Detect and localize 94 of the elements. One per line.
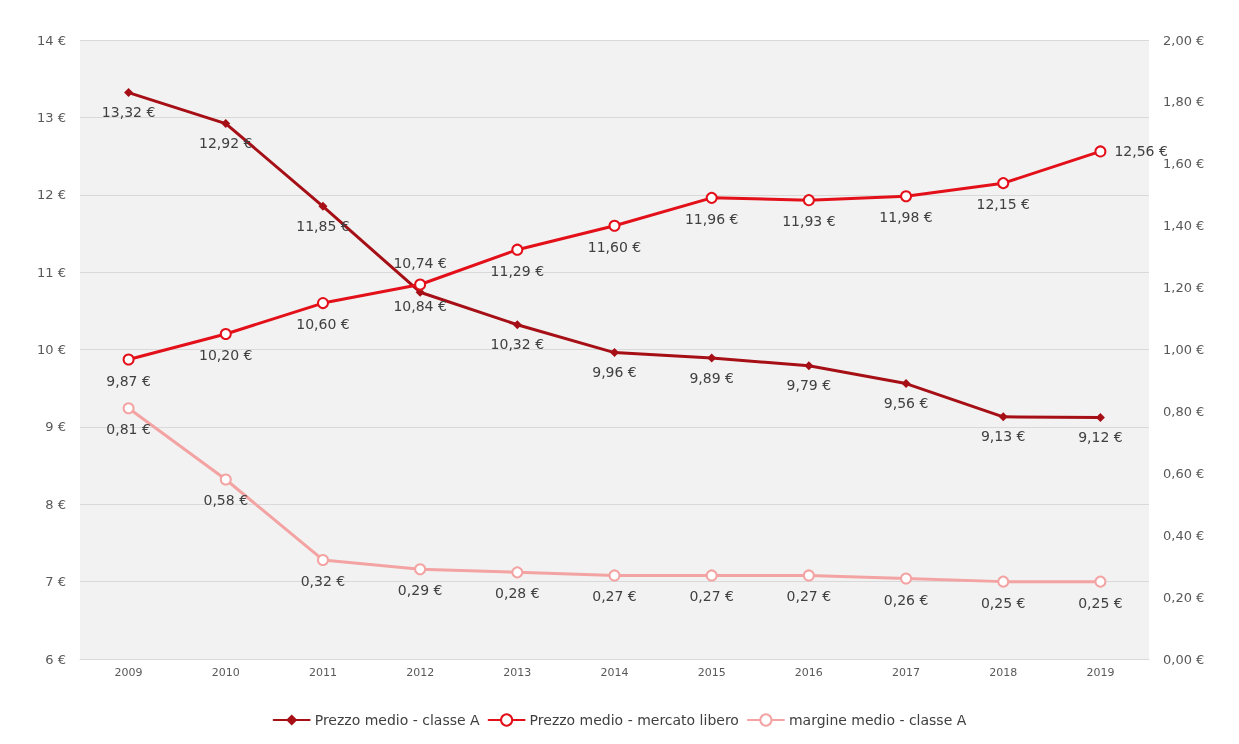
y2-tick-label: 0,00 € xyxy=(1163,651,1205,667)
point xyxy=(901,379,911,389)
point xyxy=(511,566,524,579)
data-label: 9,79 € xyxy=(786,377,832,394)
data-label: 11,60 € xyxy=(587,238,642,255)
point xyxy=(997,575,1010,588)
point xyxy=(414,563,427,576)
y-tick-label: 8 € xyxy=(45,496,66,512)
data-label: 9,12 € xyxy=(1078,429,1123,446)
point xyxy=(1094,145,1107,158)
point xyxy=(219,473,232,486)
data-label: 10,60 € xyxy=(296,316,350,333)
y-tick-label: 12 € xyxy=(37,187,66,203)
point xyxy=(511,243,524,256)
x-tick-label: 2015 xyxy=(697,666,726,679)
data-label: 13,32 € xyxy=(101,104,156,121)
point xyxy=(414,278,427,291)
y2-tick-label: 2,00 € xyxy=(1163,32,1205,48)
data-label: 11,93 € xyxy=(782,213,836,230)
data-label: 0,81 € xyxy=(106,421,151,438)
point xyxy=(122,353,135,366)
point xyxy=(219,328,232,341)
point xyxy=(122,402,135,415)
y2-tick-label: 1,00 € xyxy=(1163,342,1205,357)
point xyxy=(610,348,619,358)
data-label: 10,20 € xyxy=(199,347,253,364)
y-tick-label: 6 € xyxy=(45,651,66,667)
data-label: 10,32 € xyxy=(490,336,545,353)
x-tick-label: 2009 xyxy=(114,666,143,679)
data-label: 9,89 € xyxy=(689,369,734,386)
data-label: 0,26 € xyxy=(883,591,929,608)
data-label: 0,27 € xyxy=(689,588,734,605)
point xyxy=(608,219,621,232)
y2-tick-label: 0,20 € xyxy=(1163,589,1205,605)
point xyxy=(124,88,134,98)
x-tick-label: 2017 xyxy=(892,666,921,679)
point xyxy=(705,191,718,204)
data-label: 11,85 € xyxy=(296,217,350,234)
data-label: 11,96 € xyxy=(684,210,739,227)
point xyxy=(608,569,621,582)
point xyxy=(804,361,814,371)
data-label: 0,32 € xyxy=(300,572,346,589)
point xyxy=(802,569,815,582)
x-tick-label: 2016 xyxy=(794,666,823,679)
x-tick-label: 2014 xyxy=(600,666,629,679)
x-tick-label: 2013 xyxy=(503,666,532,679)
y-tick-label: 11 € xyxy=(37,264,66,280)
point xyxy=(900,190,913,203)
point xyxy=(900,572,913,585)
point xyxy=(997,177,1010,190)
point xyxy=(1094,575,1107,588)
y2-tick-label: 1,40 € xyxy=(1163,218,1205,234)
data-label: 9,13 € xyxy=(980,428,1026,445)
data-label: 0,27 € xyxy=(786,588,832,605)
data-label: 0,25 € xyxy=(980,594,1026,611)
y-tick-label: 10 € xyxy=(37,342,66,357)
x-tick-label: 2010 xyxy=(211,666,240,679)
data-label: 0,28 € xyxy=(495,585,540,602)
point xyxy=(998,412,1008,422)
y-tick-label: 14 € xyxy=(37,32,66,48)
point xyxy=(316,553,329,566)
legend-label: margine medio - classe A xyxy=(788,712,967,728)
y-tick-label: 13 € xyxy=(37,109,66,125)
data-label: 11,98 € xyxy=(879,209,933,226)
x-tick-label: 2019 xyxy=(1086,666,1115,679)
data-label: 12,15 € xyxy=(976,196,1030,213)
y2-tick-label: 0,60 € xyxy=(1163,465,1205,481)
point xyxy=(221,119,231,129)
point xyxy=(318,201,328,211)
data-label: 9,56 € xyxy=(883,395,929,412)
y2-tick-label: 0,40 € xyxy=(1163,527,1205,543)
x-tick-label: 2012 xyxy=(406,666,435,679)
point xyxy=(316,297,329,310)
x-tick-label: 2011 xyxy=(308,666,337,679)
y-tick-label: 7 € xyxy=(45,574,66,590)
data-label: 0,27 € xyxy=(592,588,637,605)
point xyxy=(705,569,718,582)
data-label: 9,87 € xyxy=(106,372,151,389)
y2-tick-label: 1,80 € xyxy=(1163,94,1205,110)
data-label: 0,58 € xyxy=(203,492,249,509)
y2-tick-label: 0,80 € xyxy=(1163,403,1205,419)
legend-label: Prezzo medio - mercato libero xyxy=(529,712,739,728)
data-label: 10,74 € xyxy=(393,254,447,271)
data-label: 11,29 € xyxy=(490,262,545,279)
y-tick-label: 9 € xyxy=(45,419,66,435)
point xyxy=(512,320,522,330)
data-label: 10,84 € xyxy=(393,297,447,314)
y2-tick-label: 1,20 € xyxy=(1163,280,1205,296)
data-label: 0,29 € xyxy=(397,582,443,599)
data-label: 0,25 € xyxy=(1078,594,1123,611)
point xyxy=(802,194,815,207)
data-label: 9,96 € xyxy=(592,364,637,381)
x-tick-label: 2018 xyxy=(989,666,1018,679)
legend-label: Prezzo medio - classe A xyxy=(314,712,481,728)
